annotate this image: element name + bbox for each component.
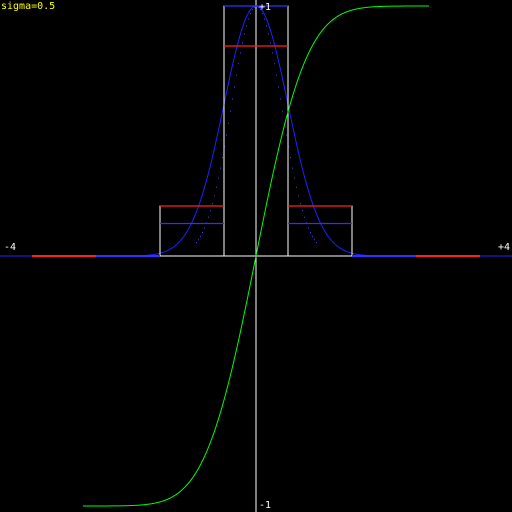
gaussian-dot — [198, 239, 199, 241]
gaussian-dot — [312, 235, 313, 237]
gaussian-dot — [264, 18, 265, 20]
gaussian-dot — [252, 9, 253, 11]
gaussian-dot — [276, 74, 277, 76]
gaussian-dot — [300, 203, 301, 205]
gaussian-dot — [254, 6, 255, 8]
gaussian-dot — [208, 216, 209, 218]
gaussian-dot — [232, 98, 233, 100]
gaussian-dot — [268, 33, 269, 35]
gaussian-dots — [196, 6, 317, 244]
gaussian-dot — [260, 9, 261, 11]
bin-outline — [287, 205, 353, 257]
gaussian-dot — [304, 216, 305, 218]
gaussian-dot — [242, 42, 243, 44]
gaussian-dot — [266, 25, 267, 27]
gaussian-dot — [316, 242, 317, 244]
gaussian-dot — [200, 235, 201, 237]
gaussian-dot — [248, 18, 249, 20]
gaussian-dot — [236, 74, 237, 76]
gaussian-dot — [292, 167, 293, 169]
gaussian-dot — [308, 227, 309, 229]
gaussian-dot — [220, 167, 221, 169]
gaussian-dot — [258, 6, 259, 8]
gaussian-dot — [204, 227, 205, 229]
gaussian-dot — [218, 177, 219, 179]
gaussian-dot — [212, 203, 213, 205]
gaussian-dot — [240, 52, 241, 54]
gaussian-dot — [230, 110, 231, 112]
gaussian-dot — [280, 98, 281, 100]
gaussian-dot — [286, 134, 287, 136]
gaussian-dot — [270, 42, 271, 44]
gaussian-dot — [294, 177, 295, 179]
gaussian-dot — [296, 186, 297, 188]
gaussian-dot — [202, 231, 203, 233]
gaussian-dot — [234, 86, 235, 88]
gaussian-dot — [274, 63, 275, 65]
erf-curve — [83, 5, 429, 507]
sigma-annotation: sigma=0.5 — [1, 1, 56, 12]
gaussian-dot — [216, 186, 217, 188]
x-max-tick-label: +4 — [498, 242, 511, 253]
gaussian-dot — [282, 110, 283, 112]
gaussian-dot — [298, 195, 299, 197]
gaussian-dot — [210, 210, 211, 212]
gaussian-dot — [314, 239, 315, 241]
y-min-tick-label: -1 — [259, 500, 272, 511]
gaussian-dot — [290, 157, 291, 159]
gaussian-dot — [228, 122, 229, 124]
gaussian-dot — [310, 231, 311, 233]
bin-outline — [159, 205, 225, 257]
gaussian-dot — [196, 242, 197, 244]
gaussian-dot — [214, 195, 215, 197]
gaussian-dot — [246, 25, 247, 27]
gaussian-dot — [238, 63, 239, 65]
gaussian-dot — [222, 157, 223, 159]
x-min-tick-label: -4 — [4, 242, 17, 253]
gaussian-dot — [262, 13, 263, 15]
gaussian-dot — [272, 52, 273, 54]
gaussian-dot — [302, 210, 303, 212]
y-max-tick-label: +1 — [259, 2, 272, 13]
gaussian-dot — [250, 13, 251, 15]
gaussian-dot — [226, 134, 227, 136]
gaussian-dot — [278, 86, 279, 88]
gaussian-dot — [244, 33, 245, 35]
